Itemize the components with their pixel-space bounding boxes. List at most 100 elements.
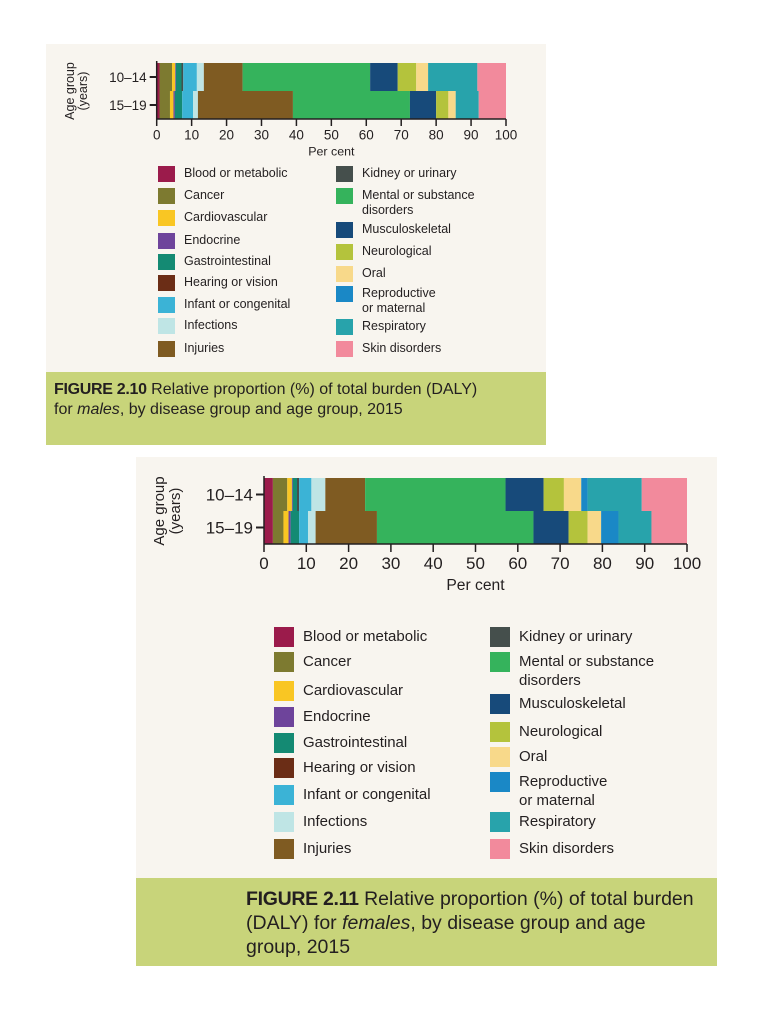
y-axis-label: Age group (years)	[63, 62, 90, 120]
bar-segment-infections-15–19	[193, 91, 198, 119]
bar-segment-skin-disorders-15–19	[478, 91, 506, 119]
bar-segment-respiratory-10–14	[587, 478, 642, 511]
legend-swatch	[158, 297, 175, 313]
legend-swatch	[490, 772, 510, 792]
legend-swatch	[274, 733, 294, 753]
legend-label: Respiratory	[362, 319, 426, 333]
legend-label: Endocrine	[184, 233, 241, 247]
bar-segment-mental-or-substance-disorders-10–14	[242, 63, 371, 91]
legend-item: Infections	[274, 812, 367, 832]
legend-item: Infections	[158, 318, 238, 334]
legend-label: Blood or metabolic	[303, 628, 428, 645]
caption-italic: males	[77, 401, 120, 418]
bar-segment-cardiovascular-15–19	[169, 91, 174, 119]
bar-segment-blood-or-metabolic-15–19	[156, 91, 160, 119]
legend-item: Neurological	[490, 722, 602, 742]
legend-item: Injuries	[158, 341, 224, 357]
bar-segment-cardiovascular-10–14	[287, 478, 292, 511]
y-tick-label: 10–14	[206, 486, 253, 505]
legend-swatch	[274, 681, 294, 701]
x-tick-label: 20	[339, 554, 358, 573]
x-tick-label: 0	[153, 128, 161, 143]
y-tick-label: 15–19	[206, 519, 253, 538]
legend-label: Neurological	[362, 244, 432, 258]
x-tick-label: 80	[429, 128, 444, 143]
x-tick-label: 10	[184, 128, 199, 143]
x-tick-label: 40	[424, 554, 443, 573]
legend-item: Respiratory	[336, 319, 426, 335]
y-axis-label-line: Age group	[151, 476, 168, 545]
bar-segment-kidney-or-urinary-10–14	[296, 478, 300, 511]
legend-swatch	[336, 166, 353, 182]
legend-swatch	[274, 627, 294, 647]
bar-segment-skin-disorders-10–14	[641, 478, 687, 511]
legend-label: Neurological	[519, 723, 603, 740]
legend-swatch	[490, 839, 510, 859]
bar-segment-gastrointestinal-15–19	[290, 511, 300, 544]
bar-segment-blood-or-metabolic-15–19	[264, 511, 273, 544]
bar-segment-oral-15–19	[587, 511, 602, 544]
legend-swatch	[274, 785, 294, 805]
bar-segment-neurological-15–19	[568, 511, 588, 544]
bar-segment-injuries-10–14	[203, 63, 243, 91]
legend-swatch	[158, 254, 175, 270]
legend-item: Kidney or urinary	[336, 166, 457, 182]
y-tick-label: 15–19	[109, 98, 147, 113]
legend-item: Cardiovascular	[158, 210, 267, 226]
bar-segment-cancer-10–14	[272, 478, 288, 511]
bar-segment-cardiovascular-10–14	[172, 63, 176, 91]
bar-segment-infections-10–14	[311, 478, 326, 511]
bar-segment-oral-10–14	[563, 478, 582, 511]
legend-swatch	[274, 758, 294, 778]
legend-item: Injuries	[274, 839, 351, 859]
bar-segment-respiratory-10–14	[428, 63, 478, 91]
figure-2-10-caption: FIGURE 2.10 Relative proportion (%) of t…	[46, 372, 546, 445]
legend-swatch	[490, 812, 510, 832]
legend-item: Hearing or vision	[274, 758, 416, 778]
legend-label: Cardiovascular	[184, 210, 268, 224]
bar-segment-reproductive-or-maternal-10–14	[581, 478, 588, 511]
bar-segment-musculoskeletal-15–19	[533, 511, 569, 544]
legend-label: Mental or substance disorders	[362, 188, 475, 217]
legend-item: Cancer	[274, 652, 351, 672]
legend-swatch	[274, 839, 294, 859]
legend-label: Injuries	[184, 341, 225, 355]
bar-segment-infant-or-congenital-10–14	[183, 63, 197, 91]
legend-item: Oral	[336, 266, 386, 282]
legend-item: Musculoskeletal	[336, 222, 451, 238]
legend-label: Gastrointestinal	[303, 734, 408, 751]
legend-label: Oral	[362, 266, 386, 280]
legend-item: Infant or congenital	[158, 297, 290, 313]
legend-label: Skin disorders	[362, 341, 442, 355]
legend-label: Musculoskeletal	[519, 695, 626, 712]
figure-2-11-panel: 10–14 15–19 0 10 20 30 40 50 60 70 80 90 100 Per cent…	[136, 457, 717, 878]
caption-text: Relative proportion (%) of total burden …	[246, 888, 694, 934]
bar-segment-musculoskeletal-10–14	[505, 478, 544, 511]
x-tick-label: 20	[219, 128, 234, 143]
legend-label: Infections	[303, 813, 368, 830]
bar-segment-neurological-10–14	[397, 63, 417, 91]
x-axis-label: Per cent	[308, 145, 355, 159]
bar-segment-infections-10–14	[196, 63, 204, 91]
legend-item: Reproductive or maternal	[490, 772, 607, 810]
legend-item: Kidney or urinary	[490, 627, 632, 647]
legend-label: Reproductive or maternal	[362, 286, 436, 315]
x-tick-label: 30	[381, 554, 400, 573]
legend-label: Blood or metabolic	[184, 166, 288, 180]
bar-segment-endocrine-10–14	[291, 478, 293, 511]
legend-swatch	[158, 166, 175, 182]
legend-swatch	[490, 722, 510, 742]
legend-label: Reproductive or maternal	[519, 773, 608, 809]
bar-segment-respiratory-15–19	[618, 511, 652, 544]
legend-swatch	[336, 222, 353, 238]
bar-segment-blood-or-metabolic-10–14	[156, 63, 160, 91]
legend-swatch	[336, 244, 353, 260]
legend-item: Mental or substance disorders	[490, 652, 654, 690]
bar-segment-endocrine-15–19	[173, 91, 175, 119]
legend-label: Musculoskeletal	[362, 222, 451, 236]
legend-swatch	[336, 319, 353, 335]
legend-label: Cancer	[184, 188, 225, 202]
legend-item: Cancer	[158, 188, 224, 204]
legend-item: Mental or substance disorders	[336, 188, 475, 218]
legend-swatch	[274, 652, 294, 672]
